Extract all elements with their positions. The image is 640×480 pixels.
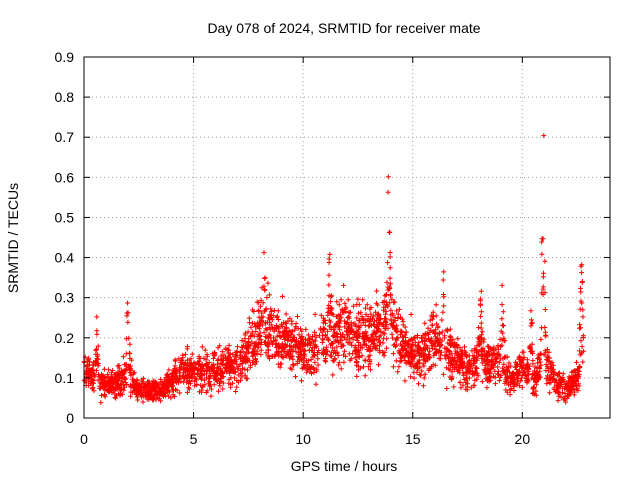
x-tick-label: 0 — [80, 431, 88, 447]
x-tick-label: 10 — [295, 431, 311, 447]
y-tick-label: 0.5 — [55, 209, 75, 225]
y-tick-label: 0.7 — [55, 129, 75, 145]
srmtid-points — [81, 133, 587, 406]
x-tick-label: 15 — [405, 431, 421, 447]
y-tick-label: 0.2 — [55, 330, 75, 346]
axis-ticks: 0 0.1 0.2 0.3 0.4 0.5 0.6 0.7 0.8 0.9 0 5 10 15 20 — [55, 49, 610, 447]
y-tick-label: 0.4 — [55, 250, 75, 266]
chart-title: Day 078 of 2024, SRMTID for receiver mat… — [207, 20, 480, 36]
x-tick-label: 5 — [190, 431, 198, 447]
y-axis-label: SRMTID / TECUs — [5, 183, 21, 293]
y-tick-label: 0.1 — [55, 370, 75, 386]
y-tick-label: 0.9 — [55, 49, 75, 65]
y-tick-label: 0.6 — [55, 169, 75, 185]
x-tick-label: 20 — [515, 431, 531, 447]
x-axis-label: GPS time / hours — [291, 458, 398, 474]
y-tick-label: 0 — [66, 410, 74, 426]
y-tick-label: 0.8 — [55, 89, 75, 105]
plot-frame — [83, 56, 611, 419]
y-tick-label: 0.3 — [55, 290, 75, 306]
data-points — [81, 133, 587, 406]
